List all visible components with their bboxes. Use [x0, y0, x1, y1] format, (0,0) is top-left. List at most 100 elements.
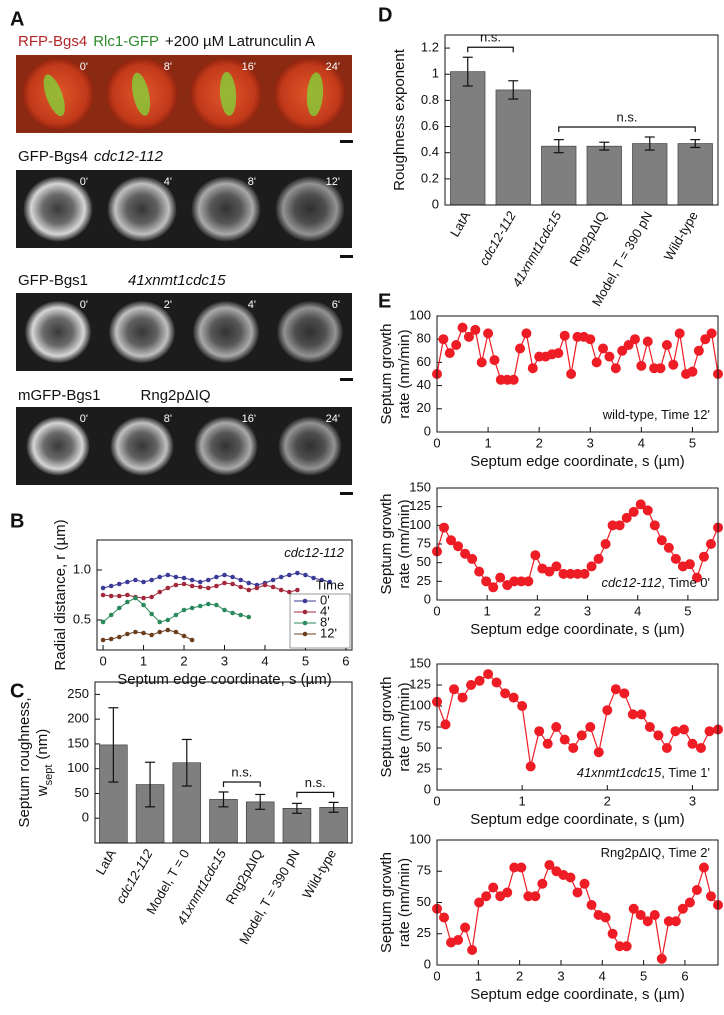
x-tick-label: 1 — [484, 435, 491, 450]
point — [165, 572, 171, 578]
point — [661, 340, 672, 350]
time-label: 6' — [332, 299, 340, 311]
y-tick-label: 100 — [409, 831, 431, 846]
point — [439, 912, 450, 923]
point — [649, 520, 660, 531]
point — [463, 331, 474, 342]
y-axis-label: Septum growth — [378, 852, 395, 953]
cell — [275, 176, 345, 242]
annotation: wild-type, Time 12' — [602, 407, 710, 422]
plot-frame — [436, 839, 719, 966]
bar — [495, 89, 531, 206]
point — [286, 589, 292, 595]
point — [278, 574, 284, 580]
time-label: 8' — [164, 413, 172, 425]
scale-bar — [340, 492, 353, 495]
point — [491, 677, 502, 688]
x-tick-label: 0 — [433, 603, 440, 618]
y-tick-label: 100 — [67, 760, 89, 775]
point — [509, 576, 520, 587]
label-part: 41xnmt1cdc15 — [577, 765, 662, 780]
point — [523, 576, 534, 587]
cell — [107, 176, 177, 242]
point — [474, 566, 485, 577]
y-tick-label: 50 — [75, 785, 89, 800]
annotation: Rng2pΔIQ, Time 2' — [601, 845, 710, 860]
scale-bar — [340, 378, 353, 381]
x-tick-label: 3 — [221, 653, 228, 668]
point — [214, 574, 219, 580]
point — [693, 345, 704, 356]
legend-title: Time — [316, 577, 344, 592]
point — [451, 340, 462, 350]
label-part: cdc12-112 — [284, 545, 345, 560]
point — [628, 903, 639, 914]
y-tick-label: 125 — [409, 498, 431, 513]
point — [197, 603, 203, 609]
point — [695, 743, 706, 753]
x-tick-label: 2 — [604, 793, 611, 808]
point — [149, 632, 154, 638]
point — [635, 910, 646, 920]
plot-frame — [444, 34, 719, 206]
point — [691, 572, 702, 583]
point — [470, 324, 481, 335]
annotation: n.s. — [617, 109, 638, 124]
point — [617, 345, 628, 356]
bracket — [467, 46, 514, 53]
point — [635, 499, 646, 510]
y-tick-label: 150 — [409, 655, 431, 670]
time-label: 24' — [326, 413, 340, 425]
point — [619, 688, 630, 699]
point — [687, 738, 698, 749]
time-label: 0' — [80, 413, 88, 425]
point — [488, 582, 499, 593]
bracket — [296, 791, 335, 798]
y-tick-label: 75 — [417, 718, 431, 733]
point — [579, 878, 590, 889]
label-part: sept — [43, 765, 55, 786]
x-tick-label: 1 — [140, 653, 147, 668]
ring-signal — [131, 72, 151, 116]
point — [656, 535, 667, 546]
point — [559, 330, 570, 341]
y-tick-label: 0 — [432, 196, 439, 211]
x-tick-label: Wild-type — [661, 209, 701, 263]
x-tick-label: 4 — [634, 603, 641, 618]
panel-label: A — [10, 8, 24, 30]
bar — [632, 143, 668, 206]
point — [600, 539, 611, 549]
point — [108, 593, 114, 599]
point — [254, 585, 260, 591]
label-part: 41xnmt1cdc15 — [128, 272, 226, 289]
y-axis-label: Radial distance, r (µm) — [52, 519, 69, 670]
label-part: (nm) — [34, 729, 51, 760]
point — [230, 581, 235, 587]
point — [527, 363, 538, 374]
point — [197, 584, 203, 590]
point — [125, 631, 130, 637]
y-axis-label: rate (nm/min) — [396, 499, 413, 588]
label-part: Septum growth — [378, 324, 395, 425]
bar — [319, 807, 348, 844]
point — [460, 548, 471, 559]
point — [222, 572, 227, 578]
point — [197, 579, 203, 585]
label-part: w — [34, 785, 51, 797]
label-part: , Time 0' — [661, 575, 710, 590]
y-tick-label: 0 — [424, 956, 431, 971]
point — [628, 506, 639, 517]
point — [604, 351, 615, 362]
time-label: 0' — [80, 61, 88, 73]
point — [558, 568, 569, 579]
x-tick-label: 5 — [640, 968, 647, 983]
x-tick-label: 0 — [99, 653, 106, 668]
point — [108, 612, 114, 618]
time-label: 8' — [164, 61, 172, 73]
x-tick-label: 0 — [433, 435, 440, 450]
point — [698, 551, 709, 562]
x-axis-label: Septum edge coordinate, s (µm) — [117, 671, 332, 688]
plot-frame — [436, 487, 719, 601]
point — [655, 363, 666, 374]
point — [663, 916, 674, 927]
